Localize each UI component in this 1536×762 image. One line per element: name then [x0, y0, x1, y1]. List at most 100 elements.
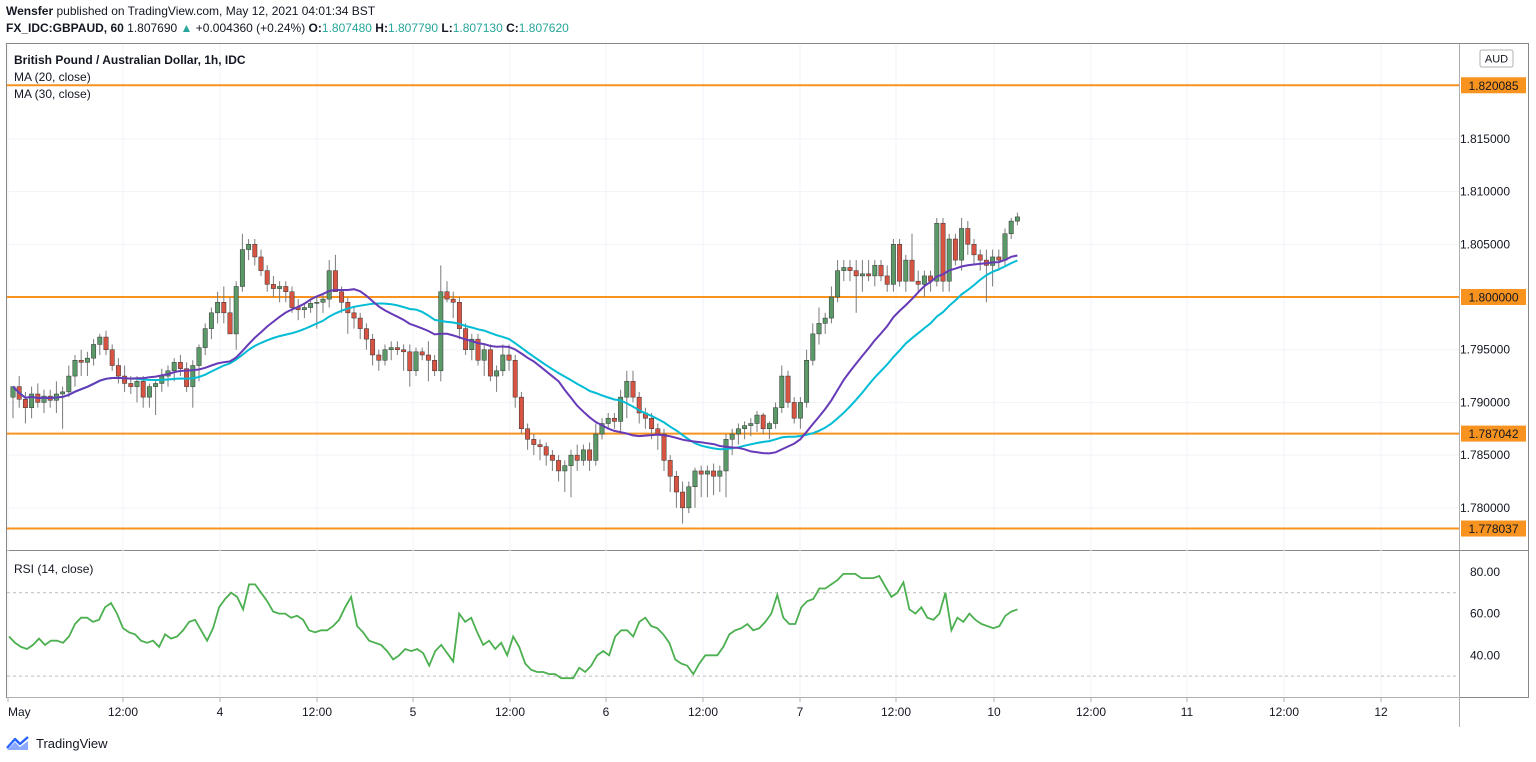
close-label: C: [506, 21, 519, 35]
candle-body [208, 312, 214, 329]
time-tick-label: 12:00 [108, 705, 138, 719]
candle-body [618, 396, 624, 422]
price-tick-label: 1.795000 [1460, 343, 1510, 357]
candle-body [233, 286, 239, 335]
symbol-name: FX_IDC:GBPAUD, 60 [6, 21, 124, 35]
candle-body [84, 357, 90, 363]
candle-body [258, 256, 264, 271]
candle-body [320, 298, 326, 303]
candle-body [611, 417, 617, 422]
candle-body [171, 362, 177, 372]
level-price-tag [1461, 425, 1526, 442]
time-axis-ticks: May 12:00 4 12:00 5 12:00 6 12:00 7 12:00 10 12:00 1… [7, 697, 1388, 719]
candle-body [103, 336, 109, 350]
ma30-legend[interactable]: MA (30, close) [14, 87, 91, 101]
candle-body [785, 375, 791, 403]
candle-body [444, 291, 450, 300]
up-arrow-icon: ▲ [180, 21, 193, 35]
candle-body [890, 244, 896, 285]
candle-body [680, 491, 686, 509]
candle-body [655, 428, 661, 435]
level-price-tag [1461, 77, 1526, 94]
candle-body [574, 454, 580, 461]
candle-body [227, 312, 233, 335]
candle-body [990, 256, 996, 266]
candle-body [153, 383, 159, 387]
candle-body [66, 375, 72, 393]
chart-frame [6, 43, 1529, 698]
candle-body [506, 354, 512, 361]
candle-body [301, 307, 307, 310]
candle-body [723, 439, 729, 472]
candle-body [1008, 220, 1014, 235]
ma30-line [12, 259, 1018, 451]
currency-label: AUD [1485, 54, 1508, 66]
grid [7, 44, 1459, 697]
time-tick-label: 6 [603, 705, 610, 719]
candle-body [326, 270, 332, 300]
candle-body [146, 386, 152, 398]
time-tick-label: 12:00 [1269, 705, 1299, 719]
ma20-legend[interactable]: MA (20, close) [14, 70, 91, 84]
price-chart[interactable]: 1.820085 1.800000 1.787042 1.778037 80.00 60… [0, 0, 1536, 730]
rsi-line [8, 573, 1018, 680]
candle-body [766, 423, 772, 430]
candle-body [128, 383, 134, 387]
publisher-line: Wensfer published on TradingView.com, Ma… [6, 4, 375, 18]
footer-brand[interactable]: TradingView [36, 735, 108, 751]
candle-body [977, 254, 983, 261]
candle-body [357, 317, 363, 329]
candle-body [370, 338, 376, 356]
candle-body [122, 375, 128, 384]
time-tick-label: 5 [410, 705, 417, 719]
candle-body [109, 349, 115, 366]
candle-body [289, 291, 295, 308]
time-tick-label: 12:00 [881, 705, 911, 719]
candle-body [686, 486, 692, 509]
candle-body [41, 395, 47, 403]
candle-body [537, 444, 543, 447]
low-label: L: [441, 21, 453, 35]
candle-body [562, 465, 568, 472]
candle-body [1002, 233, 1008, 261]
candle-body [866, 273, 872, 277]
candle-body [946, 238, 952, 282]
level-price-label: 1.820085 [1468, 79, 1518, 93]
candle-body [810, 333, 816, 361]
tradingview-logo-icon [6, 736, 29, 750]
candle-body [742, 425, 748, 430]
candle-body [996, 256, 1002, 261]
high-value: 1.807790 [387, 21, 439, 35]
time-tick-label: 12:00 [1076, 705, 1106, 719]
candle-body [332, 270, 338, 292]
candle-body [605, 417, 611, 424]
candle-body [97, 336, 103, 345]
open-label: O: [308, 21, 322, 35]
currency-box [1479, 49, 1514, 68]
candle-body [673, 475, 679, 493]
time-tick-label: 12:00 [495, 705, 525, 719]
candle-body [512, 360, 518, 398]
rsi-tick-label: 40.00 [1470, 648, 1500, 662]
candle-body [388, 347, 394, 350]
price-tick-label: 1.815000 [1460, 132, 1510, 146]
candle-body [587, 449, 593, 461]
candle-body [419, 351, 425, 356]
candle-body [791, 402, 797, 419]
candle-body [450, 298, 456, 303]
footer: TradingView [6, 735, 108, 751]
candle-body [748, 423, 754, 426]
moving-averages [12, 254, 1018, 455]
candle-body [878, 265, 884, 277]
price-tick-label: 1.780000 [1460, 501, 1510, 515]
candle-body [884, 275, 890, 285]
candle-body [525, 428, 531, 440]
candle-body [1014, 216, 1020, 222]
candle-body [531, 439, 537, 445]
author-name[interactable]: Wensfer [6, 4, 54, 18]
candle-body [413, 351, 419, 372]
candle-body [134, 381, 140, 387]
candle-body [394, 347, 400, 350]
rsi-legend[interactable]: RSI (14, close) [14, 562, 93, 576]
time-tick-label: 10 [987, 705, 1001, 719]
